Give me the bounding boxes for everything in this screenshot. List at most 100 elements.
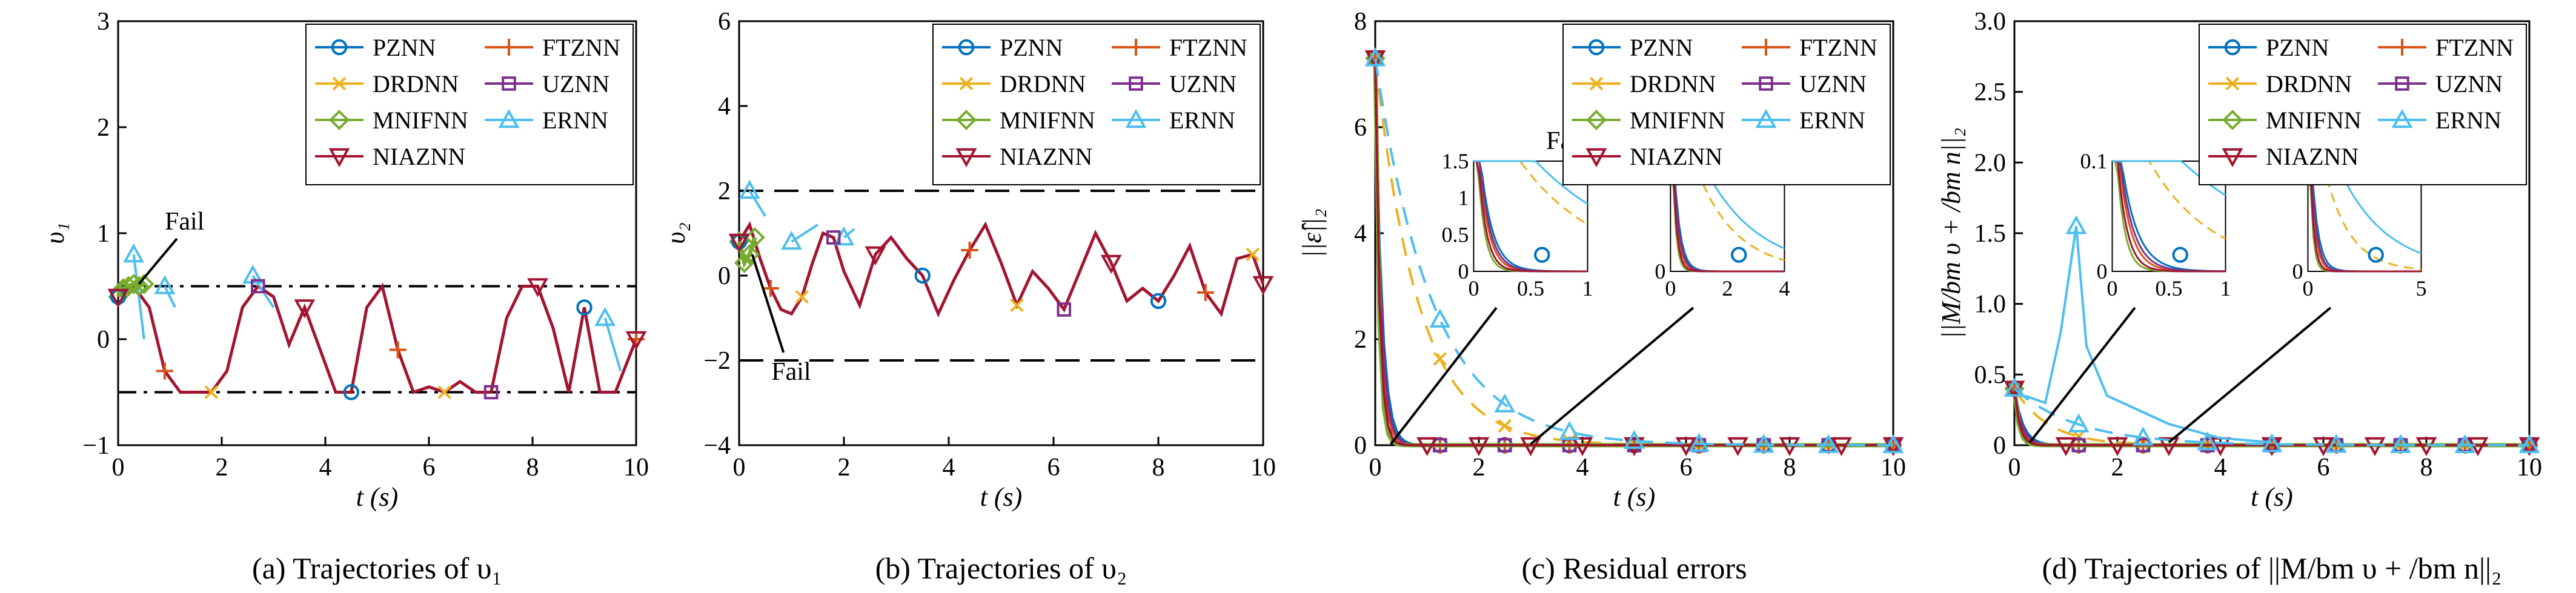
inset-x-tick-label: 0: [1468, 276, 1479, 300]
data-point: [745, 227, 765, 248]
data-point: [154, 275, 176, 294]
legend-marker: [2222, 110, 2243, 130]
inset-x-tick-label: 0.5: [2156, 276, 2183, 300]
legend-label-pznn: PZNN: [1000, 34, 1063, 61]
legend-label-niaznn: NIAZNN: [373, 143, 465, 170]
data-point: [483, 385, 499, 400]
data-point: [594, 306, 616, 326]
y-axis-label: ||ε̂||₂: [1297, 208, 1327, 257]
legend-label-ftznn: FTZNN: [1799, 34, 1877, 61]
inset-y-tick-label: 0: [2292, 259, 2303, 283]
series-line-pznn: [117, 283, 637, 394]
legend-marker: [958, 39, 975, 56]
x-tick-label: 4: [1576, 454, 1589, 482]
data-point: [728, 233, 750, 253]
data-point: [2368, 247, 2384, 263]
legend-marker: [2225, 76, 2240, 91]
data-point: [762, 280, 779, 297]
legend-label-mnifnn: MNIFNN: [1000, 107, 1095, 134]
x-tick-label: 10: [1250, 454, 1276, 482]
x-tick-label: 2: [2111, 454, 2124, 482]
y-axis-label: ||M/bm υ + /bm n||₂: [1936, 128, 1966, 339]
inset-y-tick-label: 0.1: [2080, 149, 2108, 173]
data-point: [343, 384, 359, 400]
series-line-ernn: [2024, 226, 2272, 444]
data-point: [1882, 434, 1904, 454]
inset-y-tick-label: 0: [1458, 259, 1469, 283]
legend-marker: [1759, 76, 1773, 91]
x-tick-label: 8: [526, 454, 539, 482]
series-line-ftznn: [117, 283, 637, 394]
data-point: [437, 385, 451, 399]
y-tick-label: 2: [718, 177, 731, 205]
x-tick-label: 0: [1369, 454, 1382, 482]
series-line-niaznn: [117, 282, 638, 394]
data-point: [294, 299, 316, 319]
legend-marker: [956, 110, 977, 130]
data-point: [2454, 434, 2476, 454]
data-point: [1534, 247, 1550, 263]
y-axis-label: υ₁: [40, 222, 70, 244]
x-tick-label: 4: [943, 454, 955, 482]
legend-label-pznn: PZNN: [1630, 34, 1693, 61]
inset-x-tick-label: 0: [1665, 276, 1676, 300]
data-point: [1057, 302, 1072, 317]
data-point: [1727, 437, 1748, 457]
panel-caption: (d) Trajectories of ||M/bm υ + /bm n||₂: [2042, 551, 2502, 585]
series-line-ernn: [164, 285, 176, 308]
legend-box: [305, 24, 634, 185]
data-point: [1468, 437, 1490, 457]
y-axis-label: υ₂: [661, 222, 691, 244]
data-point: [1817, 434, 1839, 453]
x-tick-label: 0: [733, 454, 746, 482]
legend-marker: [329, 110, 350, 130]
inset-y-tick-label: 1: [1458, 186, 1469, 210]
annotation-arrow: [138, 237, 178, 285]
data-point: [576, 299, 593, 316]
data-point: [1675, 437, 1697, 457]
data-point: [865, 246, 886, 266]
x-tick-label: 2: [1473, 454, 1486, 482]
x-axis-label: t (s): [2251, 482, 2293, 512]
legend-label-pznn: PZNN: [373, 34, 436, 61]
legend-label-ernn: ERNN: [1169, 107, 1235, 134]
inset-line-niaznn: [2112, 160, 2226, 273]
legend-marker: [959, 76, 974, 91]
annotation-fail: Fail: [165, 208, 204, 236]
legend-box: [932, 24, 1261, 185]
y-tick-label: −4: [703, 432, 731, 460]
y-tick-label: 1.5: [1974, 220, 2007, 248]
x-axis-label: t (s): [980, 482, 1023, 512]
data-point: [389, 341, 407, 359]
legend-label-mnifnn: MNIFNN: [373, 107, 468, 134]
x-tick-label: 6: [2317, 454, 2330, 482]
data-point: [1150, 293, 1167, 310]
data-point: [2197, 431, 2219, 451]
x-tick-label: 4: [2214, 454, 2227, 482]
x-tick-label: 6: [423, 454, 436, 482]
legend-marker: [1586, 110, 1607, 130]
legend-marker: [1755, 108, 1777, 128]
data-point: [739, 244, 760, 265]
annotation-arrow: [751, 254, 785, 353]
y-tick-label: 4: [718, 93, 731, 121]
data-point: [1010, 298, 1024, 313]
y-tick-label: 2.5: [1974, 79, 2007, 107]
data-point: [1100, 254, 1122, 274]
data-point: [1572, 437, 1593, 457]
legend-label-ernn: ERNN: [1799, 107, 1865, 134]
data-point: [1753, 434, 1774, 453]
x-tick-label: 10: [623, 454, 649, 482]
y-tick-label: 2.0: [1974, 149, 2007, 177]
data-point: [1494, 393, 1516, 412]
data-point: [1416, 437, 1438, 457]
inset-x-tick-label: 5: [2416, 276, 2427, 300]
data-point: [156, 362, 173, 380]
x-tick-label: 10: [2517, 454, 2542, 482]
y-tick-label: 6: [718, 8, 731, 36]
legend-label-ernn: ERNN: [2435, 107, 2501, 134]
data-point: [1364, 47, 1386, 67]
legend-label-drdnn: DRDNN: [1000, 70, 1086, 98]
y-tick-label: 2: [97, 114, 110, 142]
